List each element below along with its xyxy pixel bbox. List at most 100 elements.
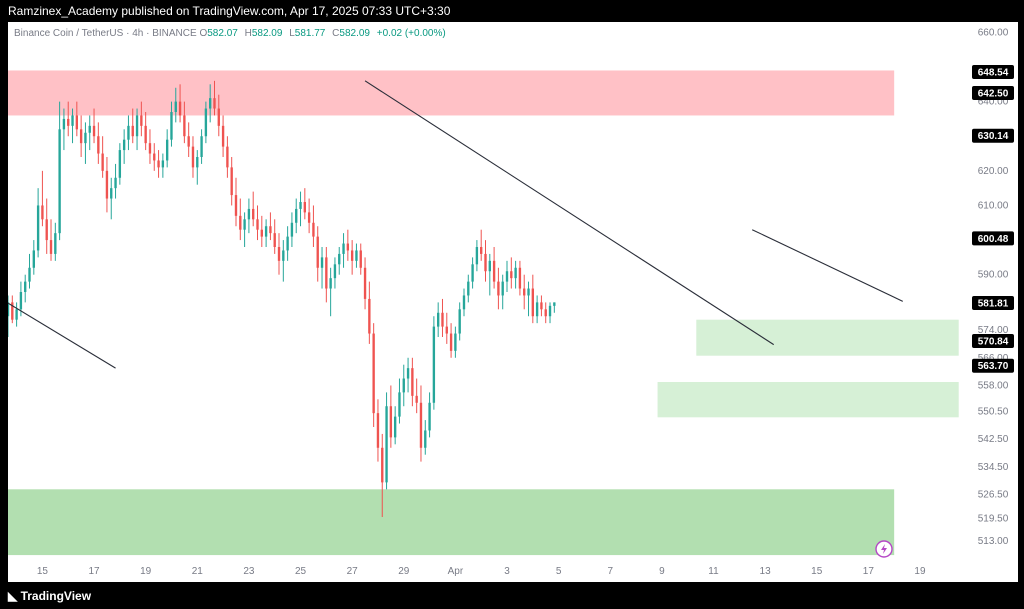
candle-body xyxy=(157,160,160,168)
candle xyxy=(462,288,466,317)
candle-body xyxy=(350,250,354,261)
candle-body xyxy=(342,243,345,254)
candle-body xyxy=(355,250,358,261)
candle-body xyxy=(153,153,156,161)
candle xyxy=(432,316,436,410)
y-tick-label: 566.00 xyxy=(978,353,1009,364)
candle-body xyxy=(200,136,203,157)
candle-body xyxy=(480,247,483,254)
candle-body xyxy=(24,281,27,292)
candle xyxy=(540,295,543,317)
y-tick-label: 660.00 xyxy=(978,27,1009,38)
candle-body xyxy=(6,302,10,317)
candle-body xyxy=(329,278,332,289)
y-tick-label: 610.00 xyxy=(978,200,1009,211)
candle-body xyxy=(316,236,319,268)
candle-body xyxy=(161,160,165,168)
candle xyxy=(484,240,487,282)
candle xyxy=(200,129,203,164)
candle-body xyxy=(385,406,388,483)
candle-body xyxy=(436,312,440,327)
candle xyxy=(243,212,246,247)
candle-body xyxy=(92,125,96,137)
candle-body xyxy=(71,115,74,126)
ohlc-legend: Binance Coin / TetherUS · 4h · BINANCE O… xyxy=(14,28,450,39)
candle xyxy=(428,392,431,438)
candle xyxy=(329,267,332,317)
candle xyxy=(165,129,169,168)
candle xyxy=(11,295,14,324)
candle xyxy=(92,108,96,144)
candle xyxy=(376,399,380,462)
candle xyxy=(277,233,281,275)
candle xyxy=(170,101,173,147)
candle xyxy=(363,257,367,310)
candle xyxy=(204,101,208,144)
candle-body xyxy=(445,326,448,334)
candle-body xyxy=(488,260,491,272)
zone-demand_zone_light xyxy=(696,319,959,356)
x-tick-label: Apr xyxy=(448,566,464,577)
candle-body xyxy=(307,212,311,223)
candle-body xyxy=(178,101,182,116)
price-badge-bg xyxy=(972,65,1014,80)
candle xyxy=(436,302,440,337)
candle-body xyxy=(475,247,479,265)
zone-demand_zone_light xyxy=(657,382,959,418)
open-value: 582.07 xyxy=(207,28,238,39)
candle-body xyxy=(432,326,436,403)
candle xyxy=(226,136,229,178)
x-tick-label: 19 xyxy=(914,566,926,577)
candle-body xyxy=(282,250,285,261)
candle-body xyxy=(15,309,18,320)
candle-body xyxy=(406,368,410,379)
x-tick-label: 29 xyxy=(398,566,410,577)
price-badge-bg xyxy=(972,358,1014,373)
candle xyxy=(445,312,448,344)
candle xyxy=(307,198,311,234)
candle xyxy=(36,188,40,258)
candle-body xyxy=(363,267,367,299)
candle-body xyxy=(290,222,294,237)
bolt-icon[interactable] xyxy=(875,540,893,558)
candle-body xyxy=(252,208,255,220)
candle-body xyxy=(114,177,117,189)
candlestick-chart[interactable]: 660.00640.00630.00620.00610.00600.00590.… xyxy=(6,22,1018,582)
candle xyxy=(32,240,35,275)
price-badge-bg xyxy=(972,85,1014,100)
candle xyxy=(161,153,165,178)
candle-body xyxy=(58,129,61,234)
candle xyxy=(342,233,345,268)
candle-body xyxy=(28,267,31,282)
candle xyxy=(531,274,535,324)
candle-body xyxy=(424,430,427,448)
x-tick-label: 23 xyxy=(243,566,255,577)
trendline xyxy=(751,229,904,302)
chart-area[interactable]: 660.00640.00630.00620.00610.00600.00590.… xyxy=(6,22,1018,582)
candle-body xyxy=(204,108,208,137)
candle xyxy=(316,226,319,282)
candle xyxy=(15,302,18,327)
candle xyxy=(518,260,522,296)
x-tick-label: 15 xyxy=(37,566,49,577)
candle-body xyxy=(415,395,418,403)
candle xyxy=(260,215,263,247)
candle xyxy=(411,357,414,407)
candle xyxy=(346,229,350,261)
candle-body xyxy=(49,240,53,254)
candle xyxy=(148,129,152,164)
tradingview-logo[interactable]: ◣ TradingView xyxy=(8,583,91,609)
candle-body xyxy=(45,219,48,241)
candle xyxy=(393,406,397,445)
candle xyxy=(449,323,453,358)
candle-body xyxy=(518,267,522,289)
candle xyxy=(6,295,10,337)
candle-body xyxy=(127,125,130,140)
x-tick-label: 19 xyxy=(140,566,152,577)
close-value: 582.09 xyxy=(339,28,370,39)
y-tick-label: 542.50 xyxy=(978,434,1009,445)
candle-body xyxy=(269,226,272,234)
candle-body xyxy=(36,205,40,251)
candle-body xyxy=(187,136,190,147)
candle xyxy=(75,101,79,137)
